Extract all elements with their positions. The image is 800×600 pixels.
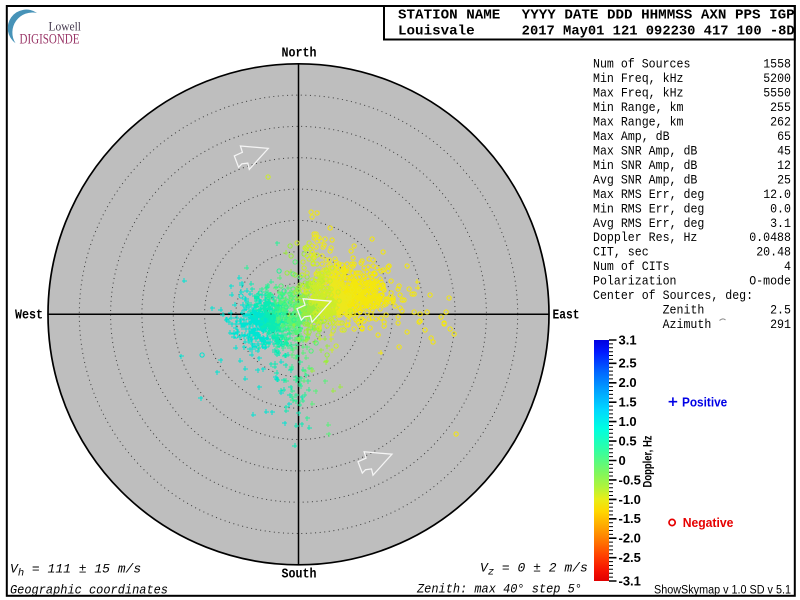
svg-text:255: 255 [770, 100, 791, 115]
svg-text:Num of CITs: Num of CITs [593, 259, 670, 274]
svg-text:0: 0 [619, 453, 626, 468]
svg-text:Min SNR Amp, dB: Min SNR Amp, dB [593, 158, 698, 173]
svg-text:0.0: 0.0 [770, 201, 791, 216]
svg-text:1558: 1558 [763, 57, 791, 72]
svg-text:Positive: Positive [682, 394, 727, 409]
svg-text:Lowell: Lowell [49, 19, 82, 34]
svg-text:Azimuth: Azimuth [663, 317, 712, 332]
svg-text:0.5: 0.5 [619, 434, 637, 449]
svg-text:262: 262 [770, 115, 791, 130]
svg-text:2.5: 2.5 [770, 303, 791, 318]
svg-text:12: 12 [777, 158, 791, 173]
svg-text:Avg SNR Amp, dB: Avg SNR Amp, dB [593, 172, 698, 187]
svg-text:Max Range, km: Max Range, km [593, 115, 684, 130]
svg-text:-2.5: -2.5 [619, 550, 641, 565]
svg-text:5550: 5550 [763, 86, 791, 101]
svg-text:Zenith: Zenith [663, 303, 705, 318]
svg-text:Min Freq, kHz: Min Freq, kHz [593, 71, 684, 86]
svg-text:65: 65 [777, 129, 791, 144]
svg-text:291: 291 [770, 317, 791, 332]
svg-text:O-mode: O-mode [749, 274, 791, 289]
svg-text:20.48: 20.48 [756, 245, 791, 260]
svg-text:0.0488: 0.0488 [749, 230, 791, 245]
svg-text:DIGISONDE: DIGISONDE [20, 32, 80, 48]
svg-text:STATION NAME: STATION NAME [398, 9, 500, 24]
svg-text:-2.0: -2.0 [619, 531, 641, 546]
svg-text:2.5: 2.5 [619, 356, 637, 371]
svg-text:Louisvale: Louisvale [398, 25, 475, 40]
svg-text:12.0: 12.0 [763, 187, 791, 202]
svg-text:Doppler, Hz: Doppler, Hz [643, 435, 655, 487]
svg-text:Max Amp, dB: Max Amp, dB [593, 129, 670, 144]
svg-text:2017 May01 121 092230 417 100: 2017 May01 121 092230 417 100 -8D [522, 25, 795, 40]
svg-text:West: West [15, 308, 43, 323]
svg-text:Vz = 0 ± 2 m/s: Vz = 0 ± 2 m/s [480, 561, 588, 579]
svg-text:Avg RMS Err, deg: Avg RMS Err, deg [593, 216, 704, 231]
svg-text:Min Range, km: Min Range, km [593, 100, 684, 115]
svg-text:East: East [553, 308, 580, 323]
svg-text:-1.5: -1.5 [619, 511, 641, 526]
svg-text:Negative: Negative [683, 515, 734, 530]
svg-text:3.1: 3.1 [770, 216, 791, 231]
svg-text:Geographic coordinates: Geographic coordinates [10, 583, 168, 598]
svg-text:Center of Sources, deg:: Center of Sources, deg: [593, 288, 753, 303]
svg-text:Doppler Res, Hz: Doppler Res, Hz [593, 230, 697, 245]
svg-text:YYYY DATE DDD HHMMSS AXN PPS: YYYY DATE DDD HHMMSS AXN PPS IGP [522, 9, 795, 24]
svg-text:-0.5: -0.5 [619, 472, 641, 487]
svg-text:-1.0: -1.0 [619, 492, 641, 507]
svg-text:25: 25 [777, 172, 791, 187]
svg-text:ShowSkymap v 1.0 SD v 5.1: ShowSkymap v 1.0 SD v 5.1 [654, 585, 791, 597]
svg-text:-3.1: -3.1 [619, 573, 641, 588]
svg-text:Polarization: Polarization [593, 274, 677, 289]
svg-text:3.1: 3.1 [619, 332, 637, 347]
svg-text:Max RMS Err, deg: Max RMS Err, deg [593, 187, 704, 202]
svg-text:Min RMS Err, deg: Min RMS Err, deg [593, 201, 704, 216]
svg-text:1.0: 1.0 [619, 414, 637, 429]
svg-text:2.0: 2.0 [619, 375, 637, 390]
svg-text:5200: 5200 [763, 71, 791, 86]
svg-text:45: 45 [777, 143, 791, 158]
svg-text:1.5: 1.5 [619, 395, 637, 410]
svg-text:CIT, sec: CIT, sec [593, 245, 649, 260]
svg-text:Vh = 111 ± 15 m/s: Vh = 111 ± 15 m/s [10, 562, 141, 580]
svg-text:South: South [282, 568, 317, 583]
svg-text:Num of Sources: Num of Sources [593, 57, 690, 72]
svg-text:4: 4 [784, 259, 791, 274]
svg-text:Max Freq, kHz: Max Freq, kHz [593, 86, 684, 101]
svg-text:Max SNR Amp, dB: Max SNR Amp, dB [593, 143, 698, 158]
svg-text:North: North [282, 47, 317, 62]
svg-text:Zenith: max 40° step 5°: Zenith: max 40° step 5° [416, 582, 582, 597]
